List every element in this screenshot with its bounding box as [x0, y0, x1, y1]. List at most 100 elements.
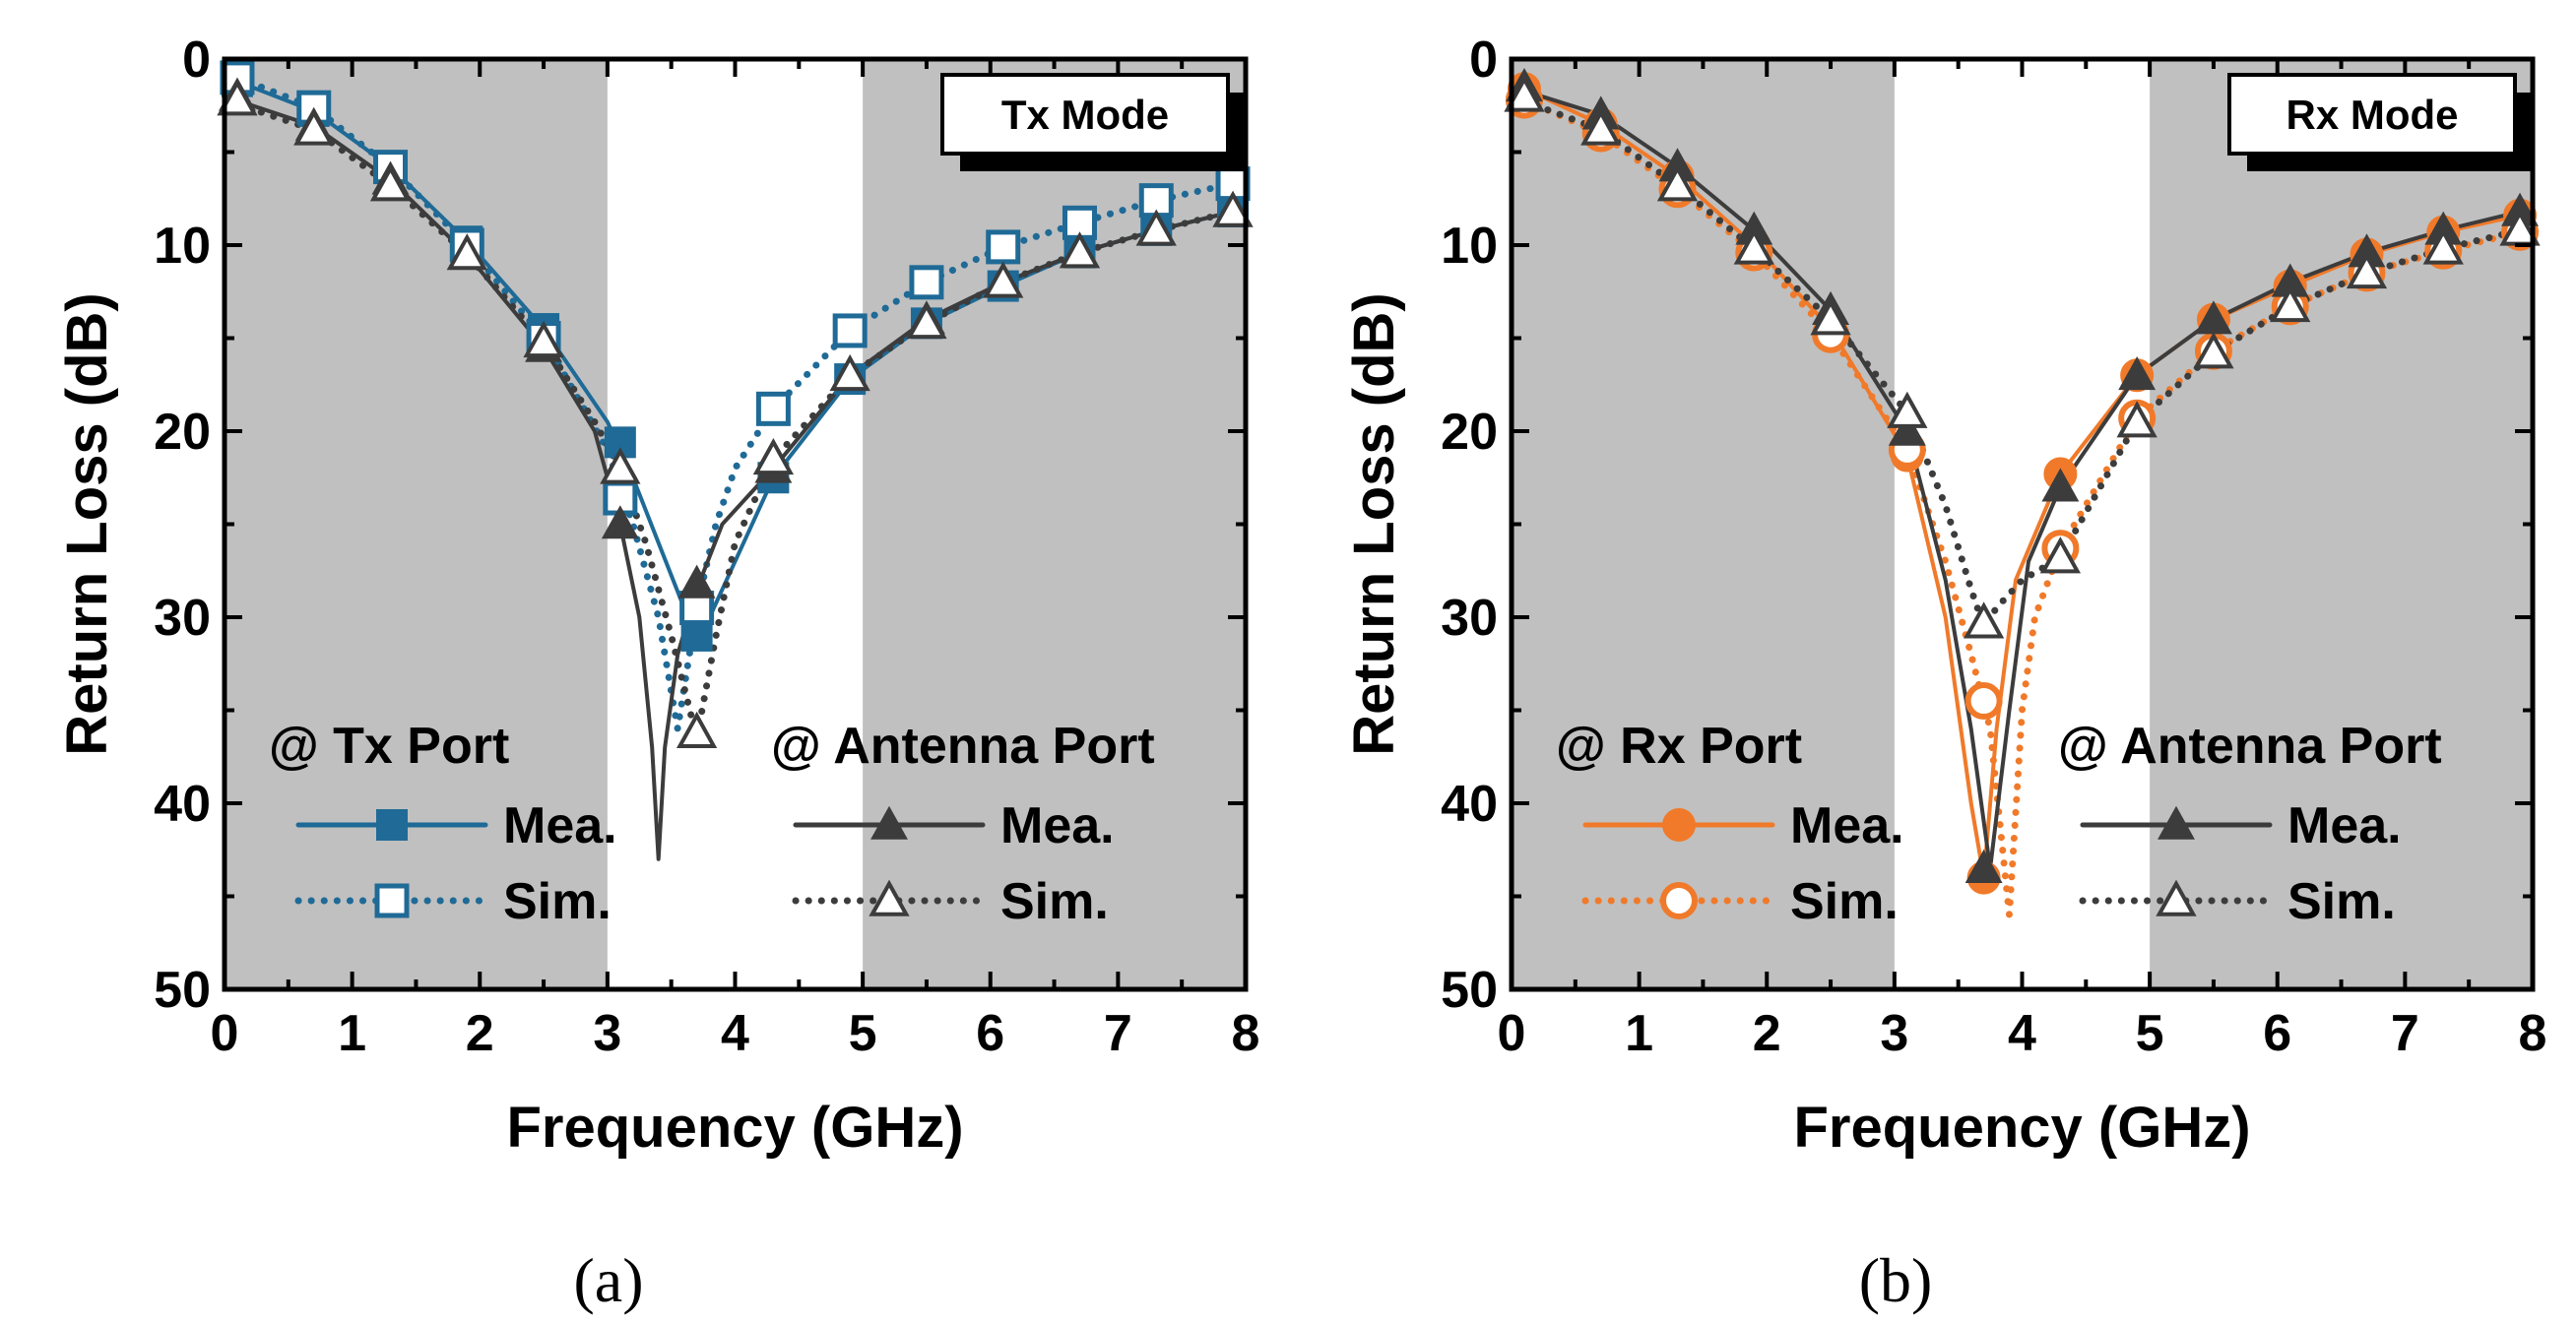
data-point	[600, 447, 641, 484]
data-point	[1504, 75, 1545, 112]
x-tick-label: 1	[1625, 1005, 1653, 1062]
legend-label-4: Sim.	[2287, 873, 2396, 930]
data-point	[601, 505, 639, 539]
data-point	[755, 391, 791, 426]
legend: @ Tx Port @ Antenna Port Mea. Sim. Mea. Sim.	[269, 718, 1155, 930]
data-point	[2118, 355, 2157, 391]
y-axis-title: Return Loss (dB)	[1342, 292, 1406, 755]
mode-label: Tx Mode	[1001, 92, 1169, 138]
data-point	[1212, 190, 1254, 227]
data-point	[680, 619, 713, 652]
data-point	[369, 164, 412, 202]
data-point	[676, 711, 718, 748]
legend-marker-4	[869, 879, 910, 916]
y-tick-label: 10	[154, 218, 211, 275]
data-point	[1810, 298, 1851, 336]
y-tick-label: 20	[1441, 404, 1498, 461]
legend-right-title: @ Antenna Port	[771, 718, 1155, 775]
legend-marker-2	[374, 883, 410, 918]
y-tick-label: 40	[154, 776, 211, 833]
legend-label-2: Sim.	[503, 873, 612, 930]
legend-label-1: Mea.	[503, 797, 617, 854]
y-tick-label: 30	[154, 590, 211, 647]
y-tick-label: 50	[154, 962, 211, 1019]
legend-right-title: @ Antenna Port	[2058, 718, 2442, 775]
series-markers-4	[1504, 75, 2541, 639]
legend-left-title: @ Tx Port	[269, 718, 509, 775]
data-point	[1888, 411, 1926, 446]
mode-box	[940, 73, 1230, 156]
panel-b: 0 1 2 3 4 5 6 7 8 0 10 20 30 40 50 Frequency (GHz) Retur…	[1342, 32, 2546, 1160]
data-point	[1963, 601, 2005, 639]
x-tick-label: 3	[593, 1005, 621, 1062]
mode-label: Rx Mode	[2286, 92, 2458, 138]
series-line-2	[1520, 96, 2524, 918]
legend-label-2: Sim.	[1790, 873, 1899, 930]
series-markers-4	[217, 79, 1254, 748]
y-axis-title: Return Loss (dB)	[55, 292, 119, 755]
y-tick-label: 10	[1441, 218, 1498, 275]
data-point	[1887, 391, 1928, 428]
data-point	[2422, 227, 2464, 265]
shaded-band-2	[2150, 59, 2533, 989]
y-tick-label: 0	[1469, 32, 1498, 89]
shaded-band-2	[863, 59, 1246, 989]
legend-marker-2	[1660, 882, 1698, 919]
data-point	[2041, 468, 2080, 502]
legend-marker-3	[2157, 805, 2195, 840]
data-point	[983, 261, 1024, 298]
data-point	[1135, 209, 1177, 246]
data-point	[1733, 227, 1774, 265]
x-axis-title: Frequency (GHz)	[506, 1096, 963, 1160]
x-tick-label: 0	[211, 1005, 239, 1062]
panel-a: 0 1 2 3 4 5 6 7 8 0 10 20 30 40 50 Frequency (GHz) Retur…	[55, 32, 1259, 1160]
legend-marker-1	[376, 809, 408, 841]
legend-marker-4	[2156, 879, 2197, 916]
legend-left-title: @ Rx Port	[1556, 718, 1802, 775]
data-point	[677, 564, 716, 599]
data-point	[1059, 231, 1101, 269]
x-tick-label: 5	[849, 1005, 877, 1062]
legend-label-4: Sim.	[1000, 873, 1109, 930]
data-point	[2346, 251, 2388, 289]
x-tick-label: 8	[1232, 1005, 1260, 1062]
x-tick-label: 2	[466, 1005, 494, 1062]
x-tick-label: 0	[1498, 1005, 1526, 1062]
legend-label-1: Mea.	[1790, 797, 1904, 854]
data-point	[906, 302, 947, 340]
x-tick-label: 7	[1104, 1005, 1132, 1062]
sub-label-a: (a)	[573, 1245, 643, 1315]
data-point	[2193, 332, 2234, 369]
x-tick-label: 6	[2263, 1005, 2291, 1062]
y-tick-label: 20	[154, 404, 211, 461]
shaded-band-1	[1512, 59, 1895, 989]
legend-marker-1	[1662, 808, 1696, 842]
data-point	[2116, 401, 2157, 438]
shaded-band-1	[225, 59, 608, 989]
data-point	[293, 108, 335, 146]
data-point	[446, 233, 487, 271]
legend-label-3: Mea.	[1000, 797, 1115, 854]
data-point	[523, 320, 564, 358]
x-tick-label: 7	[2391, 1005, 2419, 1062]
x-tick-label: 3	[1880, 1005, 1908, 1062]
y-tick-label: 40	[1441, 776, 1498, 833]
data-point	[1964, 849, 2003, 883]
data-point	[217, 79, 258, 116]
data-point	[986, 229, 1021, 265]
data-point	[832, 313, 868, 348]
x-tick-label: 8	[2519, 1005, 2547, 1062]
legend-marker-3	[870, 805, 908, 840]
data-point	[2039, 536, 2082, 574]
x-tick-label: 1	[338, 1005, 366, 1062]
y-tick-label: 30	[1441, 590, 1498, 647]
data-point	[909, 265, 944, 300]
y-tick-label: 50	[1441, 962, 1498, 1019]
x-tick-label: 2	[1753, 1005, 1781, 1062]
data-point	[1656, 164, 1699, 202]
x-tick-label: 5	[2136, 1005, 2164, 1062]
legend-label-3: Mea.	[2287, 797, 2402, 854]
x-axis-title: Frequency (GHz)	[1793, 1096, 2250, 1160]
data-point	[829, 353, 870, 392]
